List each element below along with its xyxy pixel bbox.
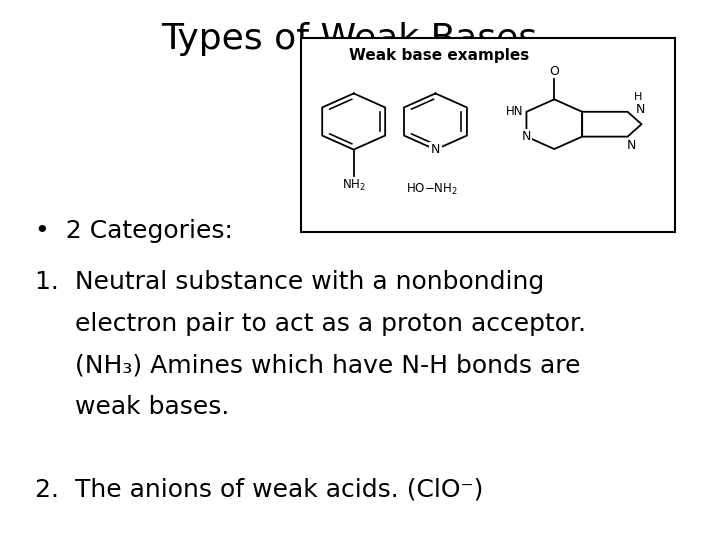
Text: NH$_2$: NH$_2$: [342, 178, 366, 193]
Text: Weak base examples: Weak base examples: [348, 48, 529, 63]
Text: HO$-$NH$_2$: HO$-$NH$_2$: [406, 182, 458, 197]
Text: O: O: [549, 65, 559, 78]
Text: N: N: [431, 143, 440, 156]
Text: Types of Weak Bases: Types of Weak Bases: [161, 22, 538, 56]
Text: N: N: [522, 130, 531, 143]
Text: N: N: [636, 103, 645, 116]
Text: N: N: [626, 139, 636, 152]
Text: electron pair to act as a proton acceptor.: electron pair to act as a proton accepto…: [35, 312, 586, 335]
Text: 1.  Neutral substance with a nonbonding: 1. Neutral substance with a nonbonding: [35, 270, 544, 294]
FancyBboxPatch shape: [300, 38, 675, 232]
Text: (NH₃) Amines which have N-H bonds are: (NH₃) Amines which have N-H bonds are: [35, 353, 580, 377]
Text: weak bases.: weak bases.: [35, 395, 230, 418]
Text: H: H: [634, 92, 642, 102]
Text: •  2 Categories:: • 2 Categories:: [35, 219, 233, 242]
Text: 2.  The anions of weak acids. (ClO⁻): 2. The anions of weak acids. (ClO⁻): [35, 478, 483, 502]
Text: HN: HN: [505, 105, 523, 118]
